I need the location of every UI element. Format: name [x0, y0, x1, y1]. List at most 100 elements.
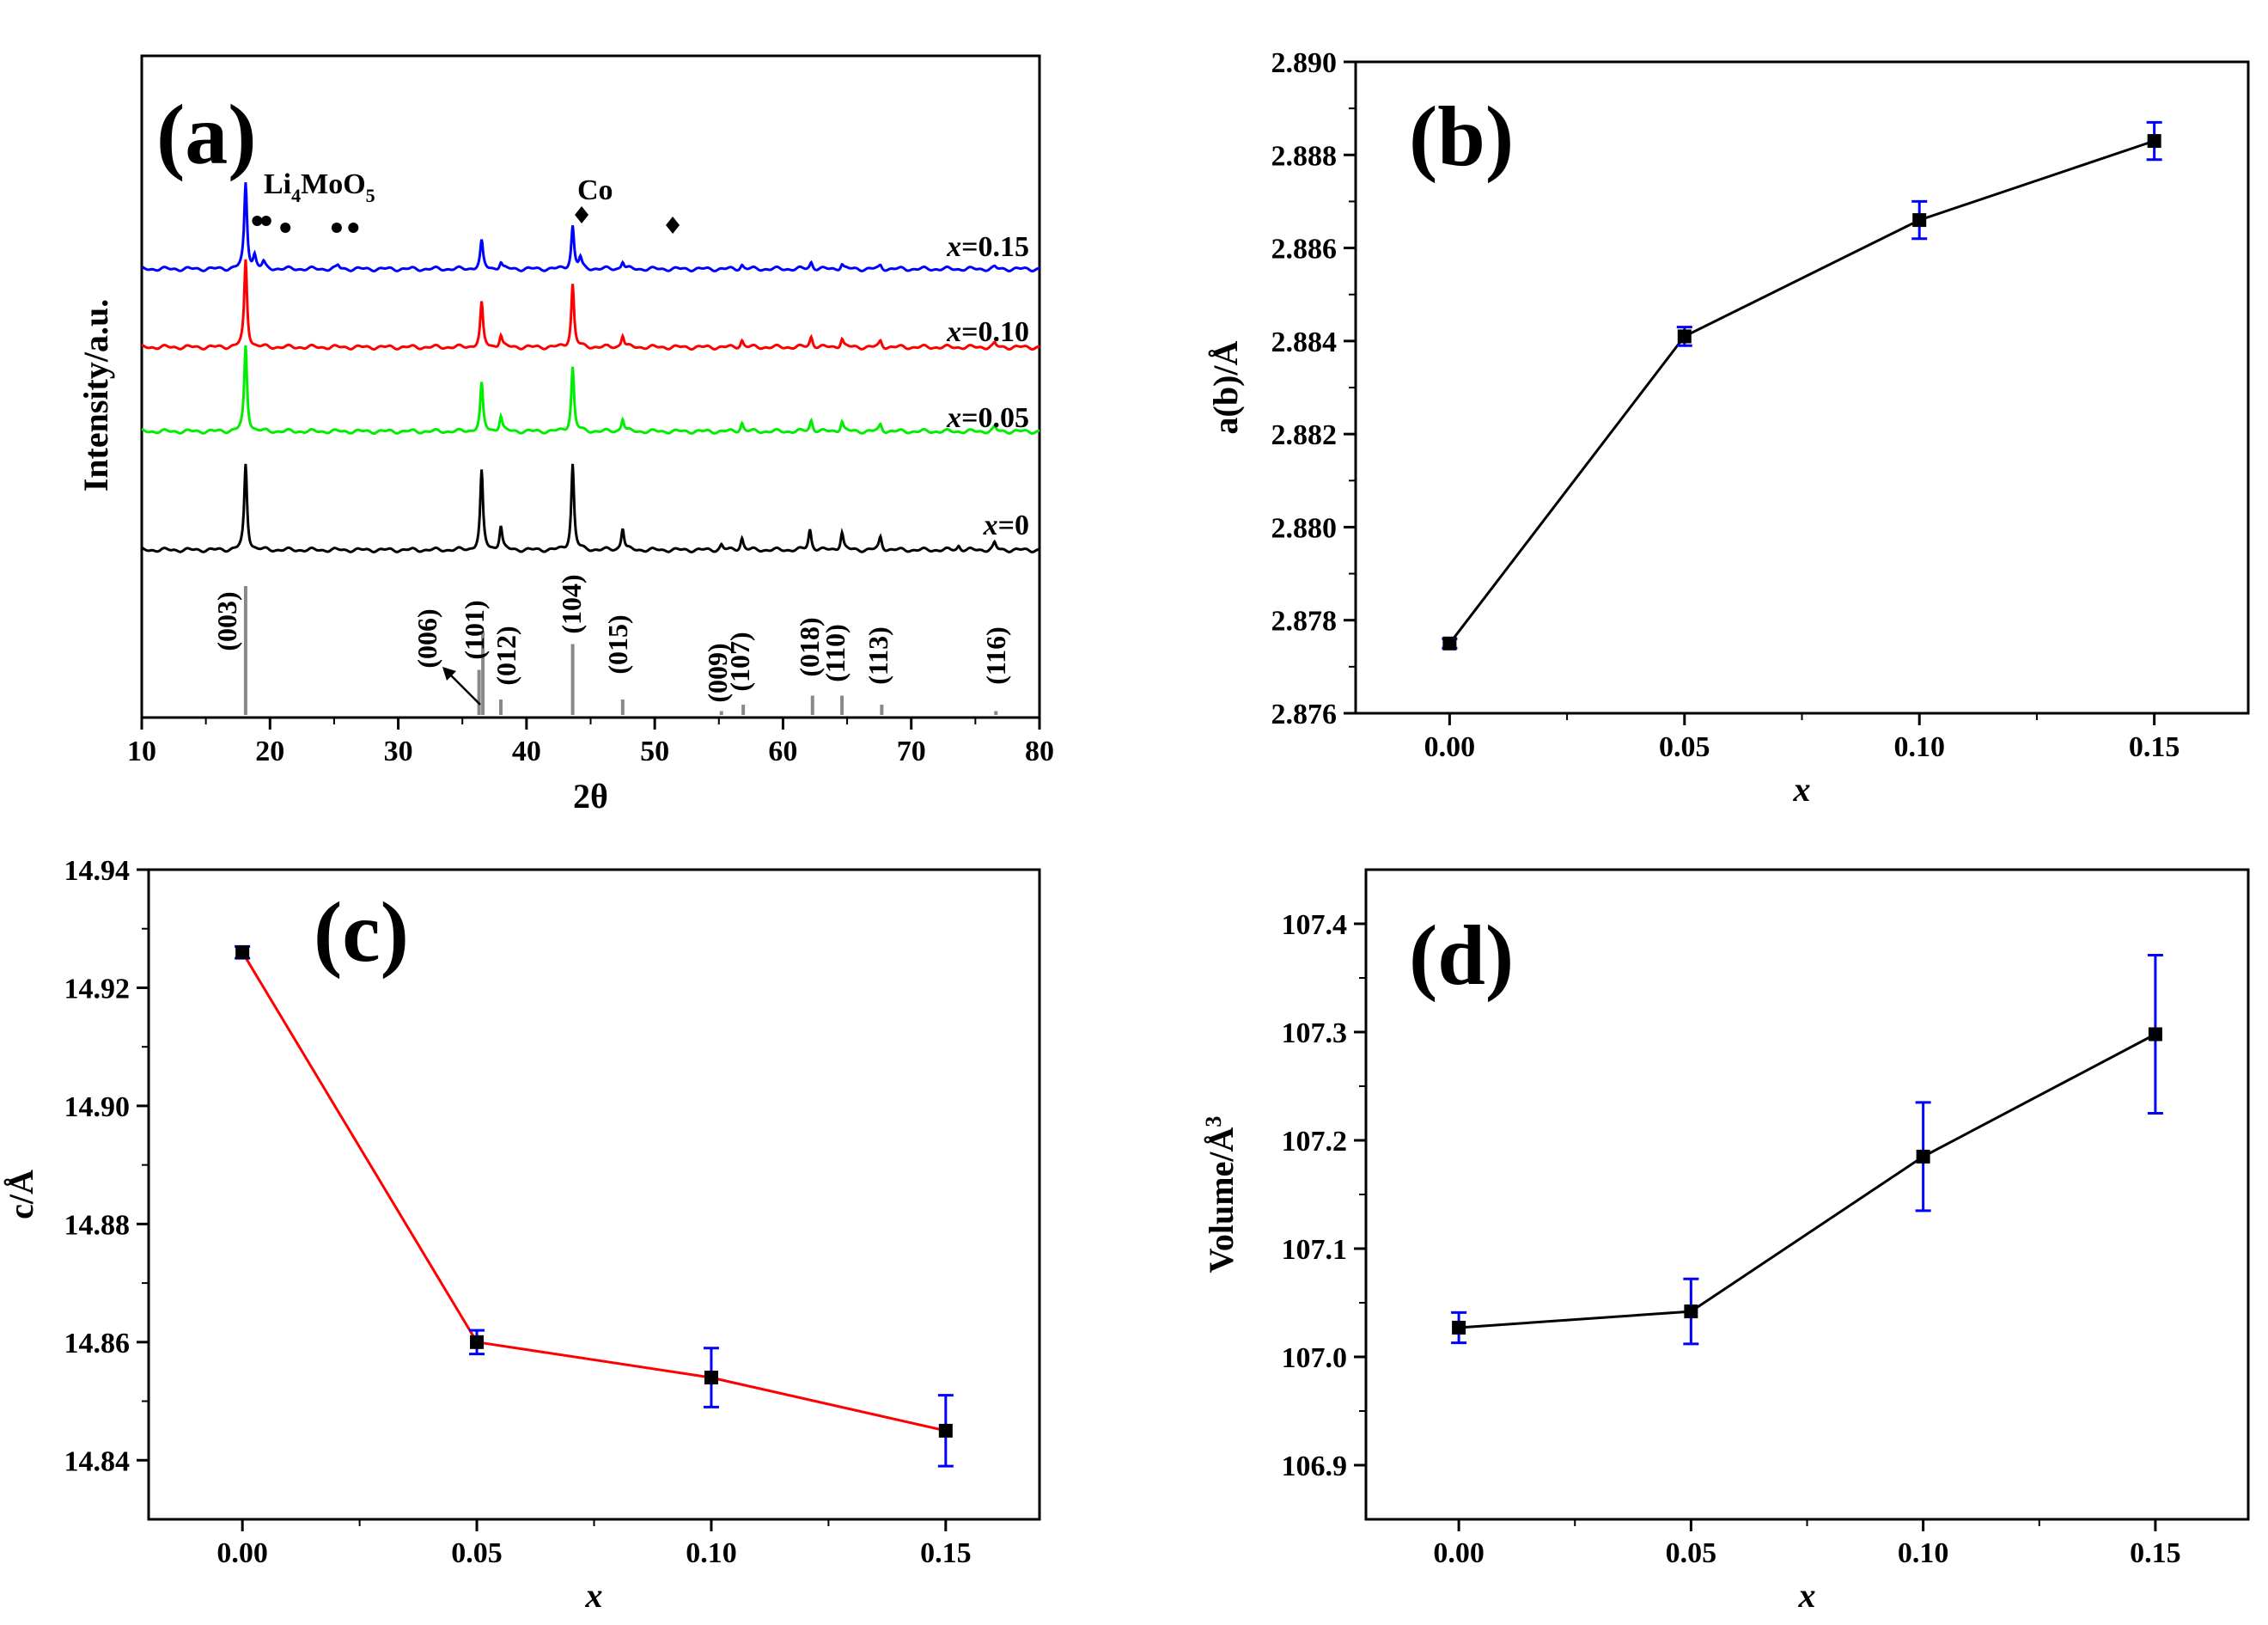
reference-hkl-label: (018): [794, 617, 825, 676]
reference-hkl-label: (113): [863, 626, 893, 685]
reference-hkl-label: (006): [412, 608, 442, 668]
xrd-series-line: [141, 345, 1040, 436]
x-tick-label: 0.05: [1666, 1537, 1717, 1569]
y-tick-label: 107.0: [1282, 1342, 1348, 1374]
y-tick-label: 2.884: [1271, 327, 1338, 358]
series-label: x=0.10: [946, 316, 1029, 348]
data-line: [1458, 1033, 2156, 1329]
y-tick-label: 107.4: [1282, 909, 1348, 941]
y-tick-label: 2.876: [1271, 699, 1338, 730]
data-point: [235, 945, 250, 960]
x-tick-label: 30: [384, 736, 413, 767]
data-line: [241, 951, 947, 1433]
data-point: [704, 1371, 718, 1385]
data-point: [1916, 1149, 1930, 1164]
reference-hkl-label: (107): [724, 632, 755, 691]
pointer-arrow-head: [442, 667, 456, 681]
panel-b: 2.876 2.878 2.880 2.882 2.884 2.886 2.888 2.890…: [1206, 47, 2250, 809]
series-label-var: x: [946, 316, 961, 348]
li4moo5-marker: [252, 216, 263, 226]
y-axis-title: c/Å: [2, 1170, 40, 1219]
y-tick-label: 2.882: [1271, 419, 1338, 451]
data-point: [470, 1335, 485, 1349]
y-axis-title: Intensity/a.u.: [76, 299, 115, 492]
x-tick-label: 0.15: [2129, 731, 2180, 763]
y-tick-label: 2.878: [1271, 606, 1338, 638]
data-point: [938, 1423, 953, 1438]
data-point: [2147, 134, 2161, 149]
x-tick-label: 0.10: [686, 1537, 737, 1569]
series-label-var: x: [946, 231, 961, 263]
x-tick-label: 80: [1025, 736, 1054, 767]
y-axis-title-sup: 3: [1201, 1116, 1226, 1127]
data-point: [1452, 1320, 1466, 1335]
x-tick-label: 0.05: [1659, 731, 1710, 763]
series-label-val: =0.10: [961, 316, 1029, 348]
x-tick-label: 0.10: [1898, 1537, 1949, 1569]
reference-hkl-label: (009): [702, 643, 733, 702]
co-label: Co: [577, 174, 613, 206]
x-tick-label: 70: [897, 736, 926, 767]
panel-a: 10 20 30 40 50 60 70 802θIntensity/a.u.(a)x=0x=…: [76, 54, 1054, 816]
li-subscript: 4: [291, 185, 301, 206]
moo-text: MoO: [301, 168, 366, 200]
co-marker: [666, 217, 680, 234]
panel-label-a: (a): [156, 87, 257, 182]
reference-hkl-label: (110): [820, 624, 850, 682]
y-tick-label: 2.886: [1271, 234, 1338, 266]
data-point: [1684, 1304, 1698, 1319]
series-label-var: x: [946, 402, 961, 434]
pointer-arrow-line: [447, 671, 481, 706]
y-tick-label: 2.888: [1271, 140, 1338, 172]
series-label-val: =0.05: [961, 402, 1029, 434]
plot-frame: [140, 54, 1041, 719]
xrd-series-line: [141, 463, 1040, 553]
data-point: [2148, 1027, 2162, 1042]
xrd-series-line: [141, 182, 1040, 273]
reference-hkl-label: (101): [459, 600, 490, 659]
series-label: x=0: [983, 510, 1029, 541]
y-axis-title-main: Volume/Å: [1202, 1127, 1241, 1274]
x-tick-label: 10: [127, 736, 156, 767]
series-label: x=0.05: [946, 402, 1029, 434]
co-marker: [575, 206, 589, 223]
li4moo5-marker: [331, 223, 342, 233]
series-label-val: =0.15: [961, 231, 1029, 263]
panel-label-b: (b): [1409, 89, 1514, 184]
x-axis-title: x: [585, 1576, 603, 1615]
series-label-val: =0: [998, 510, 1029, 541]
x-tick-label: 0.00: [1433, 1537, 1485, 1569]
o-subscript: 5: [366, 185, 375, 206]
y-axis-title: Volume/Å3: [1201, 1116, 1241, 1274]
y-tick-label: 107.1: [1282, 1234, 1348, 1266]
x-tick-label: 50: [640, 736, 669, 767]
reference-hkl-label: (012): [491, 626, 521, 685]
y-tick-label: 14.92: [64, 973, 131, 1005]
series-label-var: x: [983, 510, 998, 541]
data-point: [1677, 329, 1692, 344]
y-tick-label: 14.84: [64, 1445, 131, 1477]
x-tick-label: 0.15: [920, 1537, 972, 1569]
li4moo5-marker: [260, 216, 271, 226]
reference-hkl-label: (003): [211, 591, 242, 651]
y-tick-label: 14.88: [64, 1209, 131, 1241]
x-tick-label: 0.00: [216, 1537, 268, 1569]
y-tick-label: 14.94: [64, 855, 131, 887]
y-tick-label: 14.86: [64, 1328, 131, 1359]
panel-c: 14.84 14.86 14.88 14.90 14.92 14.94 0.00 0.05 0.…: [2, 855, 1041, 1615]
y-axis-title: a(b)/Å: [1206, 340, 1245, 434]
y-tick-label: 2.880: [1271, 512, 1338, 544]
li-text: Li: [264, 168, 291, 200]
x-axis-title: 2θ: [573, 777, 608, 816]
y-tick-label: 106.9: [1282, 1451, 1348, 1482]
li4moo5-label: Li4MoO5: [264, 168, 375, 206]
panel-d: 106.9 107.0 107.1 107.2 107.3 107.4 0.00 0.05 0.…: [1201, 868, 2250, 1615]
x-axis-title: x: [1793, 770, 1811, 809]
y-tick-label: 107.2: [1282, 1126, 1348, 1158]
x-tick-label: 0.00: [1424, 731, 1476, 763]
panel-label-c: (c): [314, 884, 409, 980]
reference-hkl-label: (104): [556, 574, 587, 633]
reference-hkl-label: (015): [602, 614, 633, 674]
data-line: [1448, 139, 2155, 645]
